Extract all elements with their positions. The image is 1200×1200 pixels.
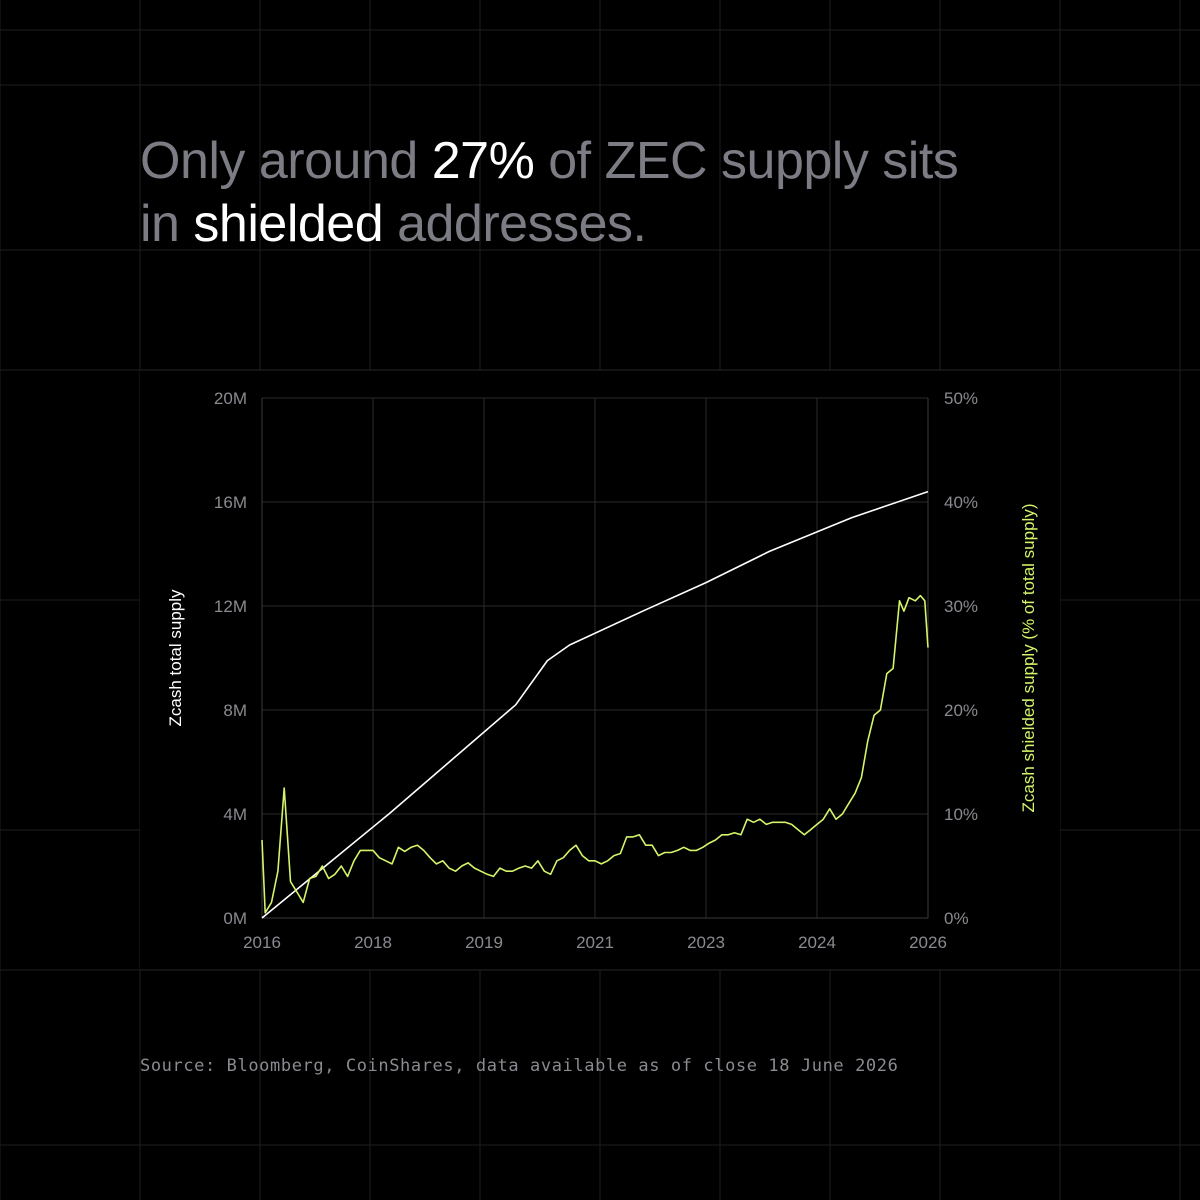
y-left-tick-label: 8M	[223, 701, 247, 720]
chart-frame	[140, 370, 1060, 970]
y-left-tick-label: 12M	[214, 597, 247, 616]
headline: Only around 27% of ZEC supply sits in shi…	[140, 130, 1100, 256]
y-right-tick-label: 10%	[944, 805, 978, 824]
y-right-tick-label: 40%	[944, 493, 978, 512]
x-tick-label: 2023	[687, 933, 725, 952]
headline-highlight-percent: 27%	[431, 132, 535, 190]
y-right-tick-label: 0%	[944, 909, 969, 928]
headline-text: addresses.	[383, 195, 647, 253]
series-line-total-supply	[261, 490, 929, 919]
y-left-tick-label: 20M	[214, 389, 247, 408]
x-tick-label: 2016	[243, 933, 281, 952]
source-note: Source: Bloomberg, CoinShares, data avai…	[140, 1056, 899, 1076]
y-right-axis-title: Zcash shielded supply (% of total supply…	[1019, 504, 1038, 813]
series-line-shielded-supply	[261, 594, 929, 914]
x-tick-label: 2018	[354, 933, 392, 952]
y-right-tick-label: 20%	[944, 701, 978, 720]
x-tick-label: 2021	[576, 933, 614, 952]
y-right-tick-label: 30%	[944, 597, 978, 616]
y-left-tick-label: 16M	[214, 493, 247, 512]
x-tick-label: 2026	[909, 933, 947, 952]
x-tick-label: 2019	[465, 933, 503, 952]
x-tick-label: 2024	[798, 933, 836, 952]
headline-highlight-shielded: shielded	[193, 195, 384, 253]
y-left-tick-label: 4M	[223, 805, 247, 824]
headline-text: in	[140, 195, 194, 253]
y-left-axis-title: Zcash total supply	[166, 589, 185, 727]
y-right-tick-label: 50%	[944, 389, 978, 408]
headline-text: Only around	[140, 132, 432, 190]
y-left-tick-label: 0M	[223, 909, 247, 928]
headline-text: of ZEC supply sits	[534, 132, 959, 190]
